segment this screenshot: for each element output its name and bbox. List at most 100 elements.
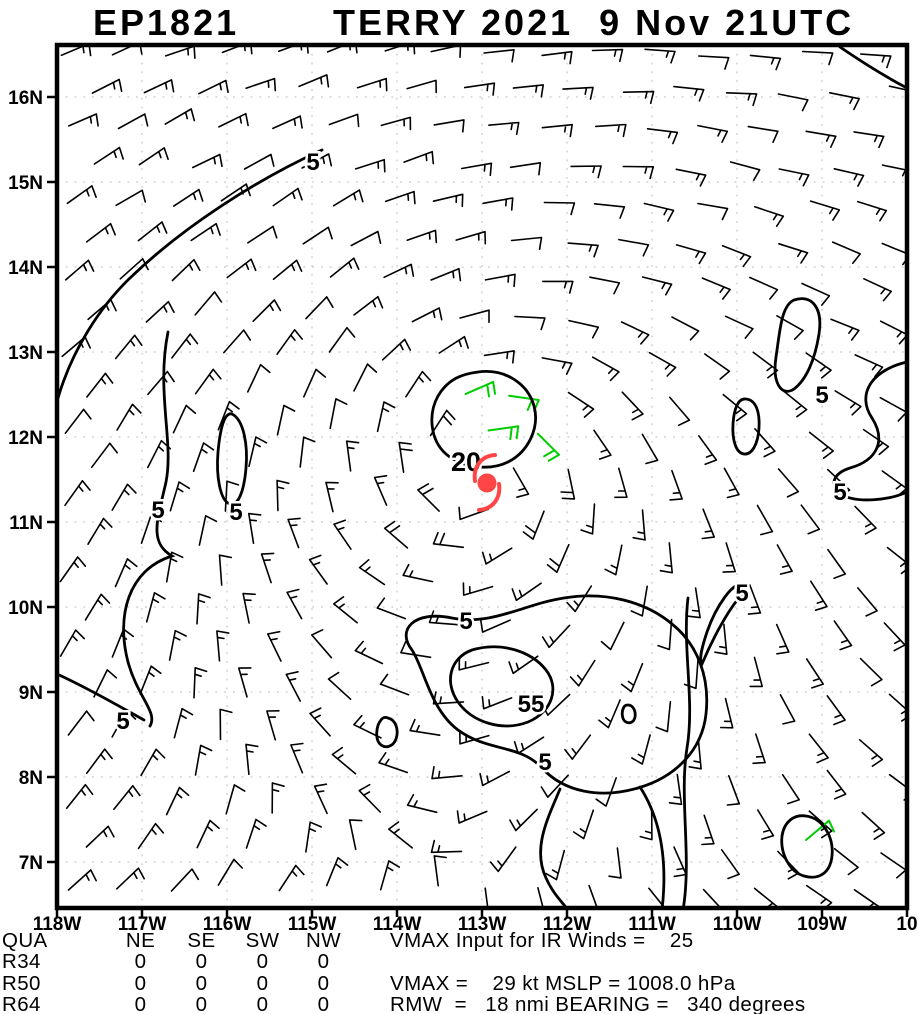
wind-barb [805, 130, 837, 148]
wind-barb [698, 435, 718, 466]
isotach-contour [780, 814, 834, 879]
lon-axis-label: 117W [118, 914, 167, 935]
wind-barb [482, 197, 514, 211]
wind-barb [853, 131, 885, 149]
wind-barb [879, 396, 908, 422]
wind-barb [749, 276, 779, 300]
wind-barb [193, 667, 208, 699]
storm-tail-lower [477, 482, 502, 512]
stats-row-label: R34 [2, 950, 41, 974]
wind-barb [409, 718, 441, 736]
wind-barb [800, 504, 821, 535]
wind-barb [567, 242, 599, 258]
wind-barb [481, 887, 489, 910]
wind-barb [747, 125, 779, 144]
wind-barb [245, 77, 277, 92]
wind-barb [64, 480, 91, 507]
stats-quadrant-value: 0 [256, 971, 269, 995]
wind-barb [879, 320, 909, 345]
wind-barb [354, 158, 386, 173]
lon-axis-label: 110W [713, 914, 762, 935]
isotach-contour [832, 360, 909, 502]
wind-barb [138, 147, 169, 166]
wind-barb [67, 869, 97, 891]
wind-barb [145, 592, 166, 623]
wind-barb [591, 48, 624, 63]
wind-barb [86, 748, 113, 774]
wind-barb [331, 746, 357, 775]
wind-barb [724, 315, 754, 339]
wind-barb [826, 769, 847, 800]
wind-barb [170, 868, 200, 892]
lon-axis-label: 113W [458, 914, 507, 935]
wind-barb [461, 162, 493, 177]
wind-barb [84, 593, 111, 621]
lat-axis-label: 14N [8, 258, 43, 279]
wind-barb [830, 318, 860, 341]
wind-barb [383, 520, 409, 549]
wind-barb [810, 580, 828, 611]
wind-barb [196, 593, 211, 625]
wind-barb [379, 673, 410, 696]
wind-barb [808, 431, 834, 459]
wind-barb [481, 696, 513, 710]
wind-barb [194, 291, 223, 316]
wind-barb [432, 193, 464, 208]
wind-barb [614, 467, 628, 499]
wind-barb [286, 588, 303, 620]
wind-barb [593, 203, 626, 219]
wind-barb [861, 811, 886, 840]
wind-barb [114, 558, 138, 588]
wind-barb [115, 189, 147, 207]
wind-barb [888, 85, 909, 92]
wind-barb [290, 742, 304, 774]
wind-barb [305, 296, 334, 320]
wind-barb [59, 556, 87, 583]
wind-barb [622, 165, 655, 180]
wind-barb [402, 563, 434, 583]
wind-barb [833, 847, 859, 876]
lat-axis-label: 9N [19, 683, 43, 704]
wind-barb [417, 483, 440, 512]
wind-barb [433, 855, 447, 887]
contour-label: 5 [459, 608, 472, 635]
wind-barb [248, 436, 268, 468]
wind-barb [116, 403, 142, 431]
wind-barb [604, 544, 623, 576]
wind-barb [64, 259, 95, 281]
lat-axis-label: 16N [8, 88, 43, 109]
stats-quadrant-value: 0 [195, 993, 208, 1014]
wind-barb [308, 554, 328, 585]
wind-barb [379, 860, 400, 891]
wind-barb [438, 335, 469, 354]
wind-barb [403, 150, 435, 165]
wind-barb [697, 124, 729, 143]
wind-barb [719, 697, 734, 729]
wind-barb [753, 887, 779, 910]
wind-barb [298, 74, 330, 88]
wind-barb [140, 514, 162, 544]
wind-barb [834, 390, 862, 416]
wind-barb [85, 825, 115, 848]
wind-barb [198, 515, 218, 546]
isotach-contour [620, 703, 637, 725]
wind-barb [305, 821, 322, 853]
storm-stats-block: QUA NE SE SW NW VMAX Input for IR Winds = 25 R… [2, 929, 919, 1014]
wind-barb [345, 440, 360, 472]
wind-barb [509, 162, 542, 176]
wind-barb [853, 889, 880, 910]
isotach-contour [699, 583, 747, 667]
wind-barb [775, 623, 790, 655]
stats-row-r34: R34 0 0 0 0 [2, 950, 919, 974]
wind-barb [687, 587, 701, 619]
wind-barb [510, 236, 543, 251]
wind-barb [589, 276, 621, 295]
wind-barb [373, 475, 388, 506]
stats-quadrant-value: 0 [195, 971, 208, 995]
wind-barb [171, 258, 201, 282]
wind-barb [860, 53, 892, 69]
wind-barb [854, 505, 877, 535]
wind-barb [608, 847, 622, 879]
wind-barb [540, 774, 569, 798]
